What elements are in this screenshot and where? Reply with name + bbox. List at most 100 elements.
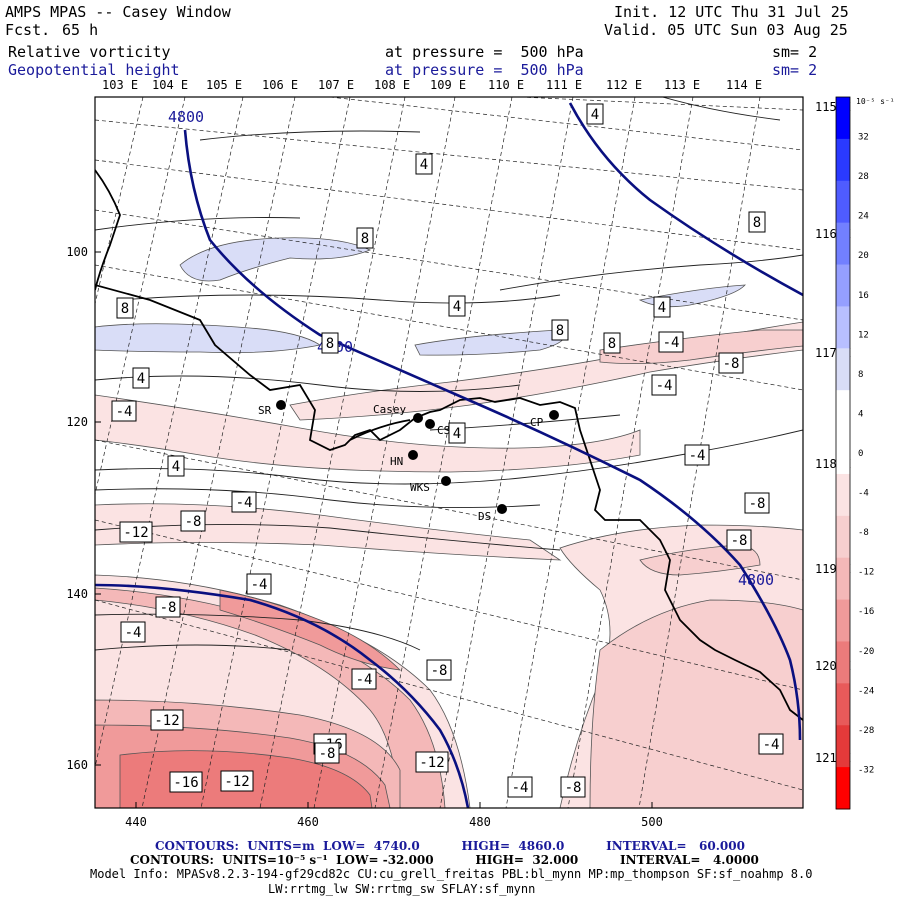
vorticity-contour-label: 8 [356,227,374,249]
plot-frame [94,96,804,809]
vorticity-contour-label: -12 [220,770,254,792]
vorticity-contour-label: 4 [167,455,185,477]
vorticity-contour-info: CONTOURS: UNITS=10⁻⁵ s⁻¹ LOW= -32.000 HI… [130,853,759,867]
station-marker [413,413,423,423]
lon-label-top: 104 E [152,78,188,92]
svg-text:8: 8 [361,231,369,247]
vorticity-contour-label: -8 [180,510,206,532]
colorbar-label: -4 [858,489,869,499]
lon-label-top: 110 E [488,78,524,92]
field2-smoothing: sm= 2 [772,61,818,79]
vorticity-contour-label: -8 [718,352,744,374]
colorbar-swatch [836,641,850,684]
station-label: WKS [410,481,430,494]
svg-text:-12: -12 [154,713,179,729]
field1-smoothing: sm= 2 [772,43,818,61]
forecast-label: Fcst. [5,21,51,39]
svg-text:4: 4 [137,371,145,387]
lon-label-top: 108 E [374,78,410,92]
svg-text:-8: -8 [319,746,336,762]
station-label: Casey [373,403,406,416]
colorbar-swatch [836,348,850,391]
vorticity-contour-label: 4 [415,153,433,175]
lon-label-top: 109 E [430,78,466,92]
svg-text:8: 8 [753,215,761,231]
station-marker [425,419,435,429]
colorbar-swatch [836,264,850,307]
vorticity-contour-label: 4 [448,295,466,317]
svg-text:-4: -4 [656,378,673,394]
vorticity-contour-label: -12 [150,709,184,731]
colorbar-label: 0 [858,449,863,459]
colorbar-swatch [836,767,850,810]
colorbar-label: 16 [858,291,869,301]
lon-label-top: 105 E [206,78,242,92]
colorbar-label: -32 [858,765,874,775]
forecast-hour: 65 h [62,21,99,39]
colorbar-label: -24 [858,686,874,696]
svg-text:4: 4 [591,107,599,123]
svg-text:-12: -12 [123,525,148,541]
vorticity-contour-label: -4 [111,400,137,422]
vorticity-contour-label: 4 [586,103,604,125]
vorticity-contour-label: -8 [560,776,586,798]
lon-label-top: 103 E [102,78,138,92]
colorbar-swatch [836,725,850,768]
lon-label-top: 111 E [546,78,582,92]
vorticity-contour-label: 8 [748,211,766,233]
colorbar-swatch [836,222,850,266]
vorticity-contour-label: -4 [758,733,784,755]
vorticity-contour-label: 8 [321,332,339,354]
lon-label-top: 114 E [726,78,762,92]
svg-text:-8: -8 [731,533,748,549]
colorbar-swatch [836,306,850,349]
svg-text:-4: -4 [116,404,133,420]
svg-text:-4: -4 [663,335,680,351]
colorbar-swatch [836,390,850,433]
vorticity-contour-label: -4 [651,374,677,396]
vorticity-contour-label: -8 [314,742,340,764]
colorbar-label: 4 [858,409,863,419]
lon-label-top: 107 E [318,78,354,92]
colorbar-label: -16 [858,607,874,617]
model-info-physics: LW:rrtmg_lw SW:rrtmg_sw SFLAY:sf_mynn [268,882,536,896]
colorbar-swatch [836,432,850,475]
valid-time: Valid. 05 UTC Sun 03 Aug 25 [604,21,848,39]
svg-text:-4: -4 [356,672,373,688]
station-label: HN [390,455,403,468]
vorticity-contour-label: -8 [726,529,752,551]
height-contour-label: 4800 [738,571,774,589]
y-tick-label: 140 [66,587,88,601]
y-tick-label: 120 [66,415,88,429]
svg-text:8: 8 [556,323,564,339]
colorbar-label: 12 [858,330,869,340]
colorbar-label: -8 [858,528,869,538]
plot-title: AMPS MPAS -- Casey Window [5,3,231,21]
colorbar-label: 32 [858,133,869,143]
x-tick-label: 480 [469,815,491,829]
colorbar-label: -28 [858,726,874,736]
station-label: SR [258,404,272,417]
svg-text:-8: -8 [431,663,448,679]
x-tick-label: 500 [641,815,663,829]
field2-name: Geopotential height [8,61,180,79]
svg-text:-4: -4 [125,625,142,641]
colorbar: 10⁻⁵ s⁻¹ 32 28 24 20 16 12 8 4 0 -4 -8 -12 -16 -20 -24 -… [835,96,895,810]
svg-text:4: 4 [453,426,461,442]
vorticity-contours [95,97,803,651]
svg-text:-12: -12 [224,774,249,790]
height-contour-info: CONTOURS: UNITS=m LOW= 4740.0 HIGH= 4860… [155,839,745,853]
svg-text:-8: -8 [160,600,177,616]
svg-text:-4: -4 [689,448,706,464]
colorbar-unit: 10⁻⁵ s⁻¹ [856,97,895,106]
y-tick-label: 100 [66,245,88,259]
station-marker [497,504,507,514]
colorbar-label: 20 [858,251,869,261]
svg-text:4: 4 [658,300,666,316]
colorbar-swatch [836,683,850,726]
geopotential-height-contours [95,102,803,808]
height-contour-label: 4800 [168,108,204,126]
field1-name: Relative vorticity [8,43,171,61]
svg-text:-8: -8 [185,514,202,530]
svg-text:8: 8 [608,336,616,352]
